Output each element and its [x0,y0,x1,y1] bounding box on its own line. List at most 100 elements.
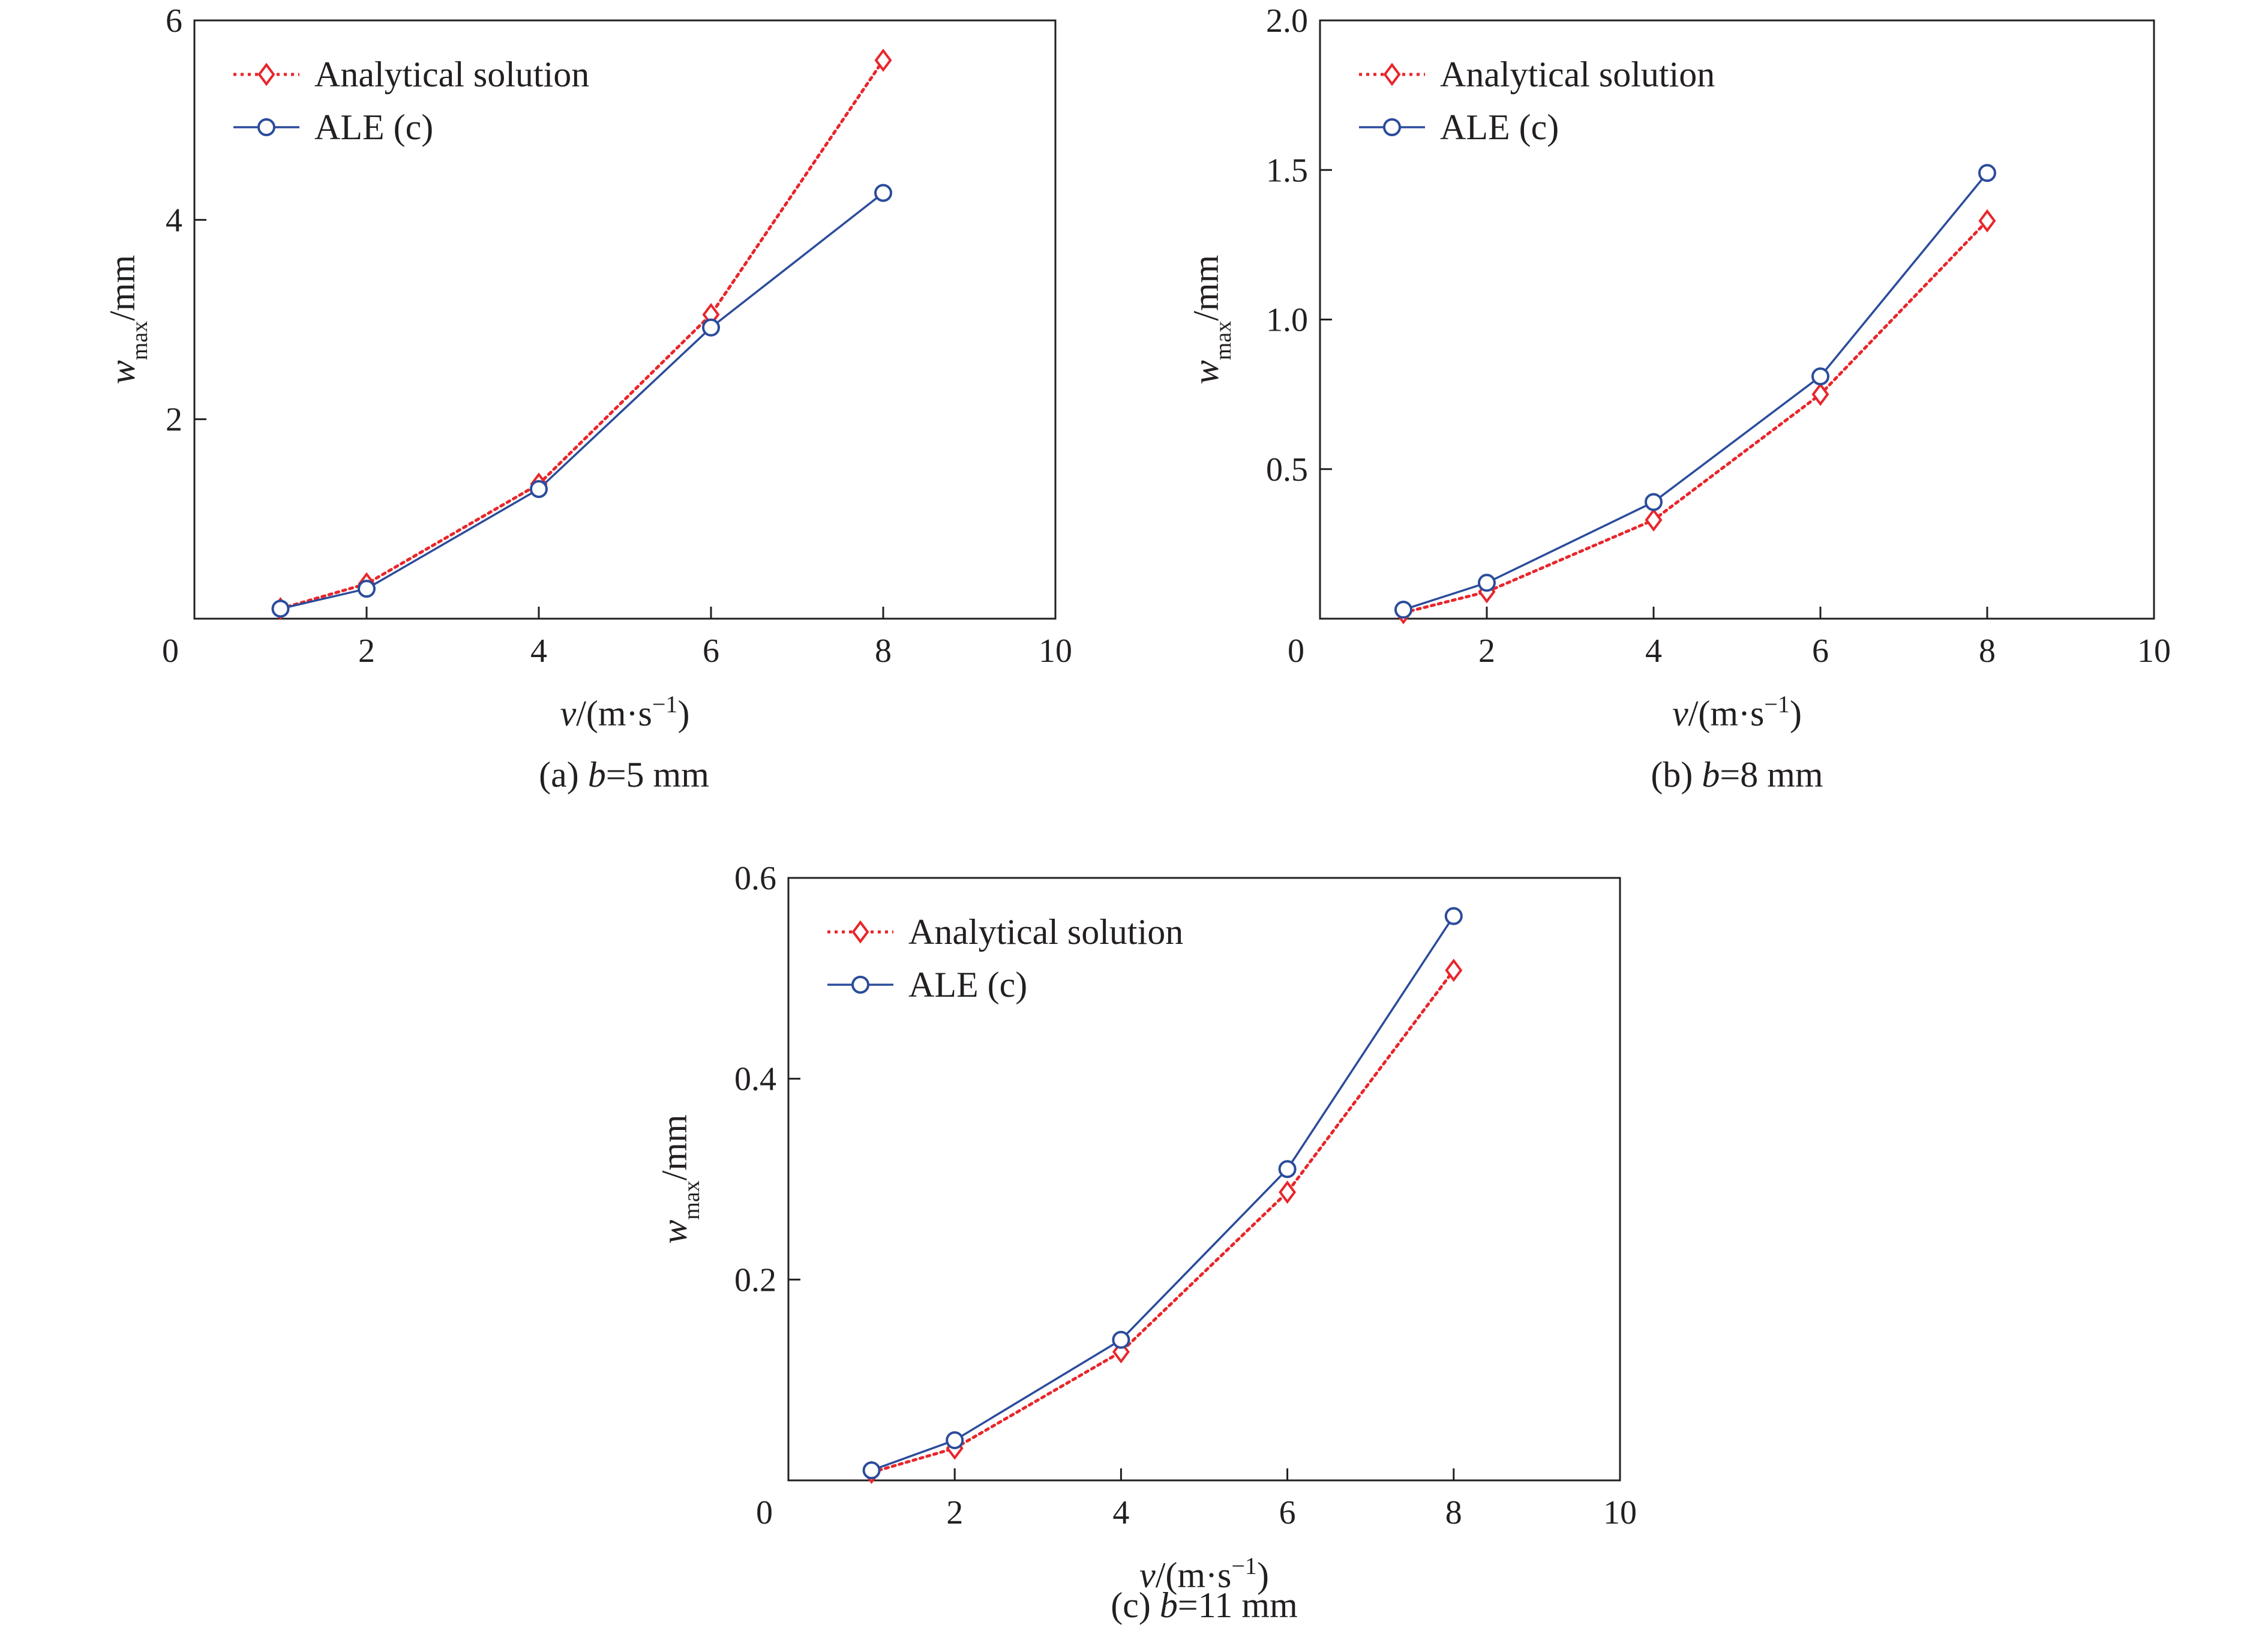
data-point-ale [1112,1330,1130,1349]
legend-label: ALE (c) [908,965,1027,1005]
plot-frame [787,877,1621,1482]
label-part: (a) [539,755,588,794]
y-tick-label: 2 [166,401,182,439]
label-part: max [679,1180,704,1219]
x-tick-label: 0 [162,632,179,670]
chart-panel-c: 0 2 4 6 8 10 0.2 0.4 0.6 v/(m·s−1) wmax/mm Analytic… [655,860,1637,1625]
label-part: /(m·s [1156,1555,1232,1595]
data-point-analytical [1645,508,1663,532]
label-part: v [1672,694,1688,733]
label-part: b [1702,755,1720,794]
data-point-ale [946,1431,964,1450]
x-tick-label: 10 [2137,632,2171,670]
x-tick-label: 4 [1645,632,1662,670]
y-tick-label: 0.2 [734,1261,776,1299]
x-tick-label: 8 [1979,632,1996,670]
data-point-analytical [874,49,892,72]
legend-marker [851,976,869,994]
label-part: /(m·s [1688,694,1765,733]
x-tick-label: 0 [1288,632,1304,670]
label-part: ) [677,694,689,733]
data-point-ale [874,184,892,202]
y-tick-label: 4 [166,202,182,239]
label-part: w [655,1220,694,1244]
data-point-analytical [1445,958,1463,982]
panel-caption: (a) b=5 mm [539,755,709,794]
panel-caption: (c) b=11 mm [1111,1585,1298,1625]
label-part: =8 mm [1720,755,1823,794]
label-part: max [1211,321,1236,360]
data-point-ale [1394,601,1412,619]
legend-label: Analytical solution [314,55,589,94]
label-part: (b) [1651,755,1702,794]
data-point-ale [530,479,548,498]
legend-marker [257,118,275,136]
data-point-ale [271,599,290,618]
x-tick-label: 8 [1445,1494,1462,1531]
label-part: =11 mm [1178,1585,1298,1625]
label-part: v [1139,1555,1156,1595]
label-part: ) [1257,1555,1269,1595]
label-part: w [103,360,142,384]
x-axis-label: v/(m·s−1) [1139,1552,1269,1596]
legend-label: Analytical solution [908,912,1183,952]
x-tick-label: 4 [530,632,547,670]
data-point-ale [1811,367,1829,386]
y-tick-label: 0.5 [1266,451,1308,488]
data-point-ale [1278,1160,1297,1179]
y-tick-label: 1.5 [1266,152,1308,189]
label-part: b [1160,1585,1178,1625]
x-tick-label: 0 [756,1494,773,1531]
label-part: /mm [1186,255,1226,321]
label-part: −1 [652,691,678,718]
y-axis-label: wmax/mm [103,255,152,384]
series-line-analytical [870,969,1456,1474]
legend-label: Analytical solution [1440,55,1715,94]
data-point-ale [702,318,720,337]
y-tick-label: 0.6 [734,860,776,897]
label-part: =5 mm [606,755,709,794]
label-part: ) [1790,694,1802,733]
label-part: /(m·s [576,694,652,733]
x-tick-label: 10 [1603,1494,1637,1531]
data-point-ale [1645,493,1663,511]
data-point-analytical [1978,209,1996,233]
x-tick-label: 8 [875,632,892,670]
data-point-ale [358,580,376,598]
label-part: max [127,321,152,360]
legend-marker [1383,62,1401,86]
x-tick-label: 10 [1039,632,1072,670]
legend-marker [257,62,275,86]
x-tick-label: 2 [946,1494,963,1531]
y-axis-label: wmax/mm [655,1114,704,1243]
x-tick-label: 2 [1478,632,1495,670]
chart-panel-b: 0 2 4 6 8 10 0.5 1.0 1.5 2.0 v/(m·s−1) wmax/mm Analy… [1186,2,2171,794]
data-point-ale [1478,574,1496,592]
label-part: −1 [1231,1552,1257,1579]
x-tick-label: 2 [358,632,375,670]
data-point-analytical [1279,1180,1297,1204]
x-tick-label: 4 [1112,1494,1129,1531]
y-tick-label: 2.0 [1266,2,1308,40]
y-axis-label: wmax/mm [1186,255,1236,384]
data-point-ale [862,1461,881,1480]
chart-panel-a: 0 2 4 6 8 10 2 4 6 v/(m·s−1) wmax/mm Analytical sol… [103,2,1072,794]
plot-frame [193,19,1057,620]
x-tick-label: 6 [1812,632,1829,670]
x-axis-label: v/(m·s−1) [560,691,690,734]
y-tick-label: 6 [166,2,182,40]
data-point-analytical [1811,382,1829,406]
data-point-ale [1444,907,1463,925]
legend-marker [851,920,869,944]
label-part: v [560,694,577,733]
legend-label: ALE (c) [1440,107,1559,147]
label-part: /mm [103,255,142,321]
legend-marker [1383,118,1401,136]
x-tick-label: 6 [703,632,719,670]
y-tick-label: 0.4 [734,1061,776,1098]
y-tick-label: 1.0 [1266,302,1308,339]
x-tick-label: 6 [1279,1494,1296,1531]
panel-caption: (b) b=8 mm [1651,755,1823,794]
series-line-ale [1402,172,1988,611]
